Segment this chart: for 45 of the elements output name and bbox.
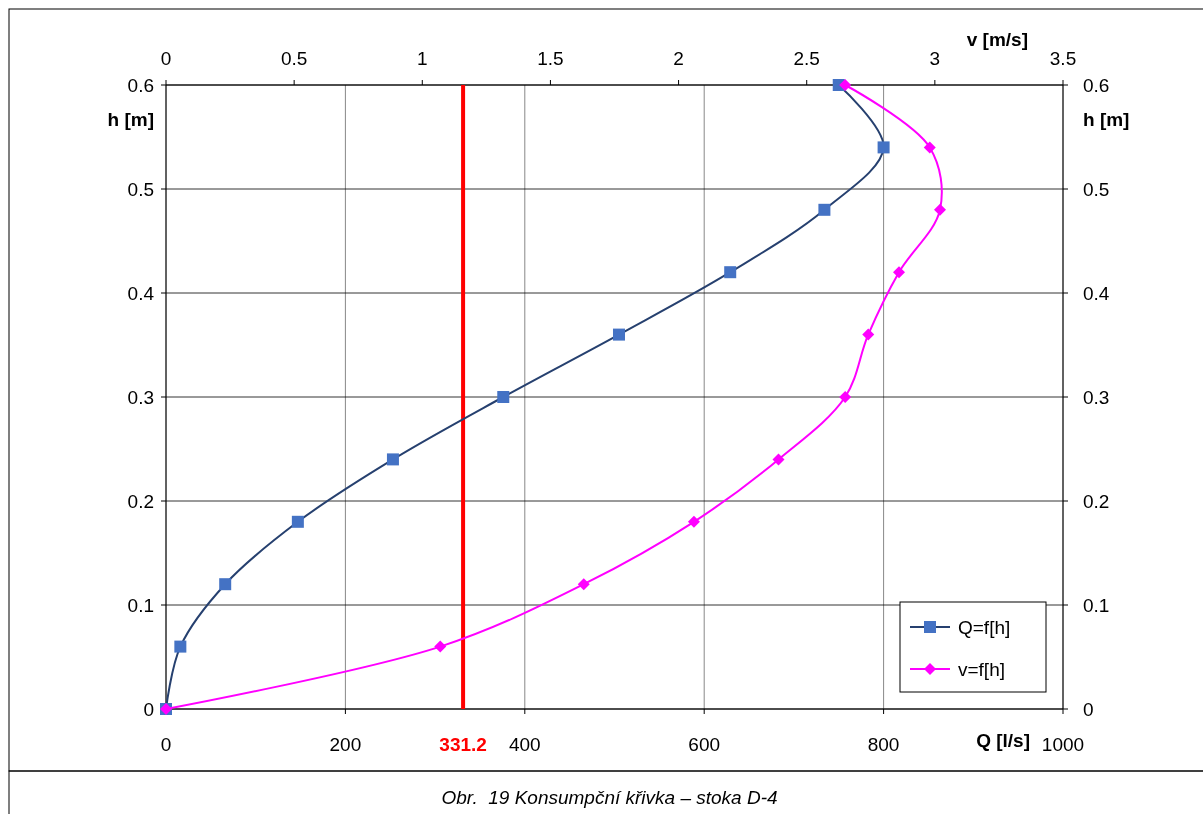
y2-tick-label: 0.5 [1083,179,1110,200]
x2-tick-label: 2 [673,48,684,69]
point [291,515,304,528]
y2-tick-label: 0.1 [1083,595,1110,616]
y-tick-label: 0.5 [127,179,154,200]
x-tick-label: 600 [688,734,721,755]
x-tick-label: 0 [160,734,172,755]
point [219,578,232,591]
y2-tick-label: 0.6 [1083,75,1110,96]
x-axis-title: Q [l/s] [976,730,1030,751]
point [877,141,890,154]
x2-tick-label: 1.5 [537,48,564,69]
y2-tick-label: 0 [1083,699,1094,720]
y2-tick-label: 0.3 [1083,387,1110,408]
x2-axis-title: v [m/s] [966,29,1028,50]
point [174,640,187,653]
x2-tick-label: 2.5 [793,48,820,69]
point [497,391,510,403]
x2-tick-label: 3.5 [1049,48,1077,69]
point [724,266,737,279]
y-tick-label: 0.3 [127,387,154,408]
y-tick-label: 0 [143,699,154,720]
y2-tick-label: 0.2 [1083,491,1110,512]
y2-tick-label: 0.4 [1083,283,1110,304]
text: Obr. 19 Konsumpční křivka – stoka D-4 [441,787,778,808]
legend-label: v=f[h] [958,659,1005,680]
legend-label: Q=f[h] [958,617,1011,638]
x-tick-label: 800 [867,734,900,755]
y-axis-title: h [m] [107,109,154,130]
ref-line-label: 331.2 [439,734,487,755]
x2-tick-label: 3 [929,48,941,69]
y-tick-label: 0.1 [127,595,154,616]
y-tick-label: 0.6 [127,75,154,96]
y2-axis-title: h [m] [1083,109,1130,130]
x-tick-label: 200 [329,734,362,755]
y-tick-label: 0.4 [127,283,155,304]
x-tick-label: 1000 [1041,734,1085,755]
x2-tick-label: 0.5 [280,48,308,69]
x-tick-label: 400 [508,734,541,755]
x2-tick-label: 1 [417,48,428,69]
point [386,453,399,466]
y-tick-label: 0.2 [127,491,154,512]
point [612,328,625,341]
point [818,203,831,216]
x2-tick-label: 0 [160,48,172,69]
